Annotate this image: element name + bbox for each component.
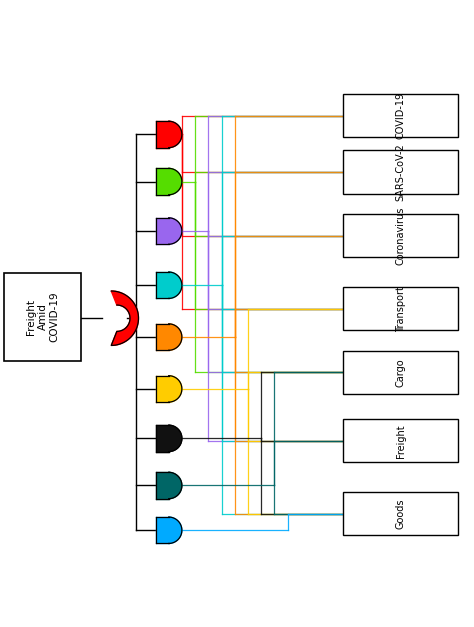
Bar bbox=[156, 272, 169, 298]
Bar bbox=[156, 324, 169, 350]
Bar bbox=[156, 425, 169, 451]
Text: Freight: Freight bbox=[396, 424, 406, 458]
Bar bbox=[156, 376, 169, 402]
Polygon shape bbox=[111, 291, 138, 345]
Polygon shape bbox=[169, 517, 182, 544]
Bar bbox=[156, 517, 169, 544]
FancyBboxPatch shape bbox=[343, 150, 458, 194]
Text: SARS-CoV-2: SARS-CoV-2 bbox=[396, 143, 406, 201]
Text: Transport: Transport bbox=[396, 286, 406, 332]
FancyBboxPatch shape bbox=[343, 94, 458, 137]
Polygon shape bbox=[169, 169, 182, 195]
FancyBboxPatch shape bbox=[343, 287, 458, 330]
FancyBboxPatch shape bbox=[343, 492, 458, 535]
Polygon shape bbox=[169, 272, 182, 298]
FancyBboxPatch shape bbox=[343, 419, 458, 462]
Bar bbox=[156, 121, 169, 147]
FancyBboxPatch shape bbox=[4, 273, 82, 361]
Polygon shape bbox=[169, 472, 182, 498]
FancyBboxPatch shape bbox=[343, 350, 458, 394]
Polygon shape bbox=[169, 324, 182, 350]
Polygon shape bbox=[169, 121, 182, 147]
Polygon shape bbox=[169, 218, 182, 245]
Bar bbox=[156, 218, 169, 245]
Text: Cargo: Cargo bbox=[396, 358, 406, 387]
Text: COVID-19: COVID-19 bbox=[396, 92, 406, 139]
FancyBboxPatch shape bbox=[343, 214, 458, 258]
Polygon shape bbox=[169, 425, 182, 451]
Text: Coronavirus: Coronavirus bbox=[396, 206, 406, 265]
Text: Goods: Goods bbox=[396, 498, 406, 529]
Bar bbox=[156, 169, 169, 195]
Bar bbox=[156, 472, 169, 498]
Polygon shape bbox=[169, 376, 182, 402]
Text: Freight
Amid
COVID-19: Freight Amid COVID-19 bbox=[26, 292, 59, 342]
